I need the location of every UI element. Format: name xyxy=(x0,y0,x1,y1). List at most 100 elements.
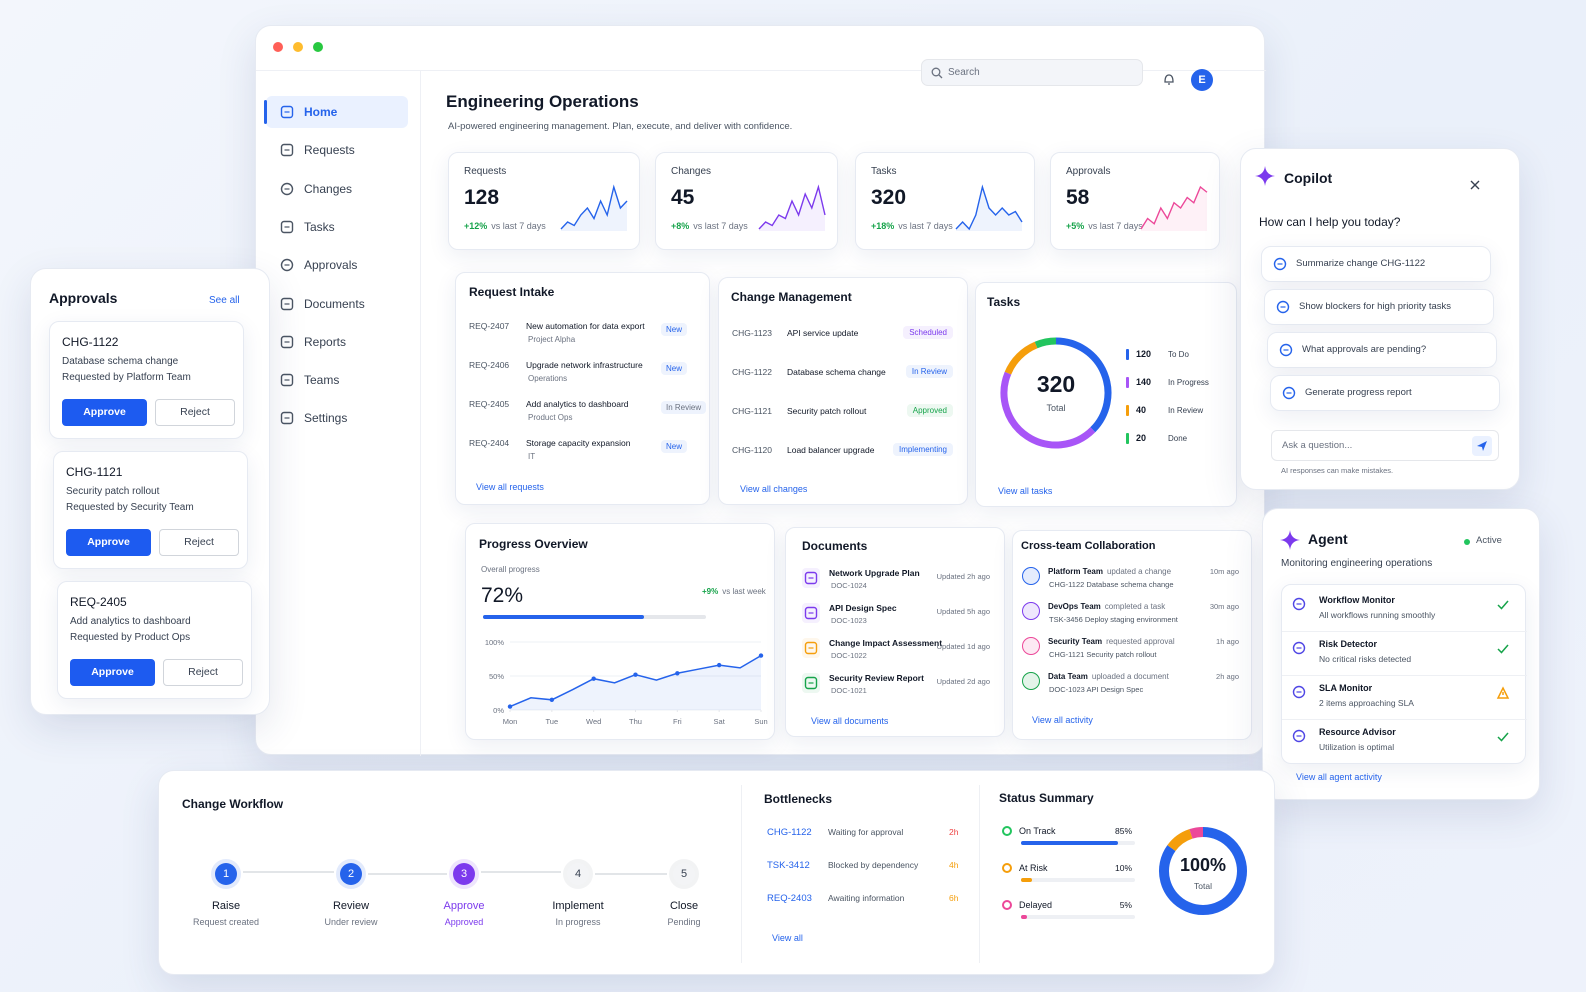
agent-item-icon-shape xyxy=(1292,685,1306,699)
line-area xyxy=(510,655,761,710)
line-point xyxy=(716,662,722,668)
agent-item-name: Resource Advisor xyxy=(1319,727,1396,737)
status-bar xyxy=(1021,841,1118,845)
status-total: 100% xyxy=(1179,855,1227,875)
bottleneck-id[interactable]: REQ-2403 xyxy=(767,893,812,904)
agent-list: Workflow Monitor All workflows running sm… xyxy=(1281,584,1527,764)
activity-detail: CHG-1121 Security patch rollout xyxy=(1049,650,1157,659)
donut-segment xyxy=(1034,337,1057,349)
approve-button[interactable]: Approve xyxy=(66,529,151,556)
activity-detail: DOC-1023 API Design Spec xyxy=(1049,685,1144,694)
step-name: Review xyxy=(332,900,370,912)
reject-button[interactable]: Reject xyxy=(155,399,235,426)
sidebar-item[interactable]: Settings xyxy=(266,402,408,434)
sidebar-item[interactable]: Tasks xyxy=(266,211,408,243)
sparkline-area xyxy=(759,187,825,231)
sidebar-icon xyxy=(280,335,294,348)
change-management-card: Change Management CHG-1123 API service upd… xyxy=(718,277,968,505)
agent-item-name: Workflow Monitor xyxy=(1319,595,1395,605)
page-subtitle: AI-powered engineering management. Plan,… xyxy=(448,121,793,132)
status-icon xyxy=(1002,826,1012,836)
view-all-link[interactable]: View all xyxy=(772,933,803,943)
doc-icon-shape xyxy=(804,606,818,620)
sparkline xyxy=(955,184,1023,231)
status-track xyxy=(1021,915,1135,919)
reject-button[interactable]: Reject xyxy=(163,659,243,686)
kpi-card: Tasks 320 +18% vs last 7 days xyxy=(855,152,1035,250)
view-all-link[interactable]: View all documents xyxy=(811,716,889,726)
agent-item-icon xyxy=(1292,641,1306,655)
sparkline-area xyxy=(561,187,627,231)
kpi-value: 58 xyxy=(1066,186,1090,209)
minimize-dot[interactable] xyxy=(293,42,303,52)
view-all-link[interactable]: View all agent activity xyxy=(1296,772,1382,782)
reject-button[interactable]: Reject xyxy=(159,529,239,556)
collaboration-card: Cross-team Collaboration Platform Team upd… xyxy=(1012,530,1252,740)
card-title: Copilot xyxy=(1284,170,1333,186)
activity-time: 30m ago xyxy=(1209,602,1239,611)
doc-id: DOC-1024 xyxy=(831,581,867,590)
maximize-dot[interactable] xyxy=(313,42,323,52)
sidebar-icon xyxy=(280,144,294,157)
view-all-link[interactable]: View all requests xyxy=(476,482,544,492)
page-title: Engineering Operations xyxy=(446,92,639,111)
suggestion-button[interactable]: What approvals are pending? xyxy=(1267,332,1497,368)
approval-id: CHG-1121 xyxy=(66,465,123,479)
status-check xyxy=(1497,732,1509,742)
sidebar-icon xyxy=(280,412,294,425)
send-button[interactable] xyxy=(1472,436,1492,456)
avatar[interactable]: E xyxy=(1191,69,1213,91)
activity-row: Data Team uploaded a document xyxy=(1048,672,1169,681)
card-title: Approvals xyxy=(49,290,118,306)
doc-updated: Updated 2d ago xyxy=(936,677,990,686)
view-all-link[interactable]: View all tasks xyxy=(998,486,1053,496)
search-placeholder: Search xyxy=(948,67,980,78)
kpi-change: +8% xyxy=(671,221,690,231)
view-all-link[interactable]: View all activity xyxy=(1032,715,1093,725)
approve-button[interactable]: Approve xyxy=(62,399,147,426)
sidebar-icon-shape xyxy=(280,335,294,348)
bottleneck-id[interactable]: CHG-1122 xyxy=(767,827,812,838)
change-id: CHG-1122 xyxy=(732,367,772,377)
sidebar-item[interactable]: Requests xyxy=(266,134,408,166)
sidebar-item[interactable]: Reports xyxy=(266,326,408,358)
close-dot[interactable] xyxy=(273,42,283,52)
x-tick-label: Sat xyxy=(714,717,726,726)
bottleneck-id[interactable]: TSK-3412 xyxy=(767,860,810,871)
change-title: Security patch rollout xyxy=(787,406,867,416)
suggestion-button[interactable]: Summarize change CHG-1122 xyxy=(1261,246,1491,282)
x-tick-label: Thu xyxy=(629,717,642,726)
card-title: Change Workflow xyxy=(182,797,284,811)
see-all-link[interactable]: See all xyxy=(209,295,240,306)
sidebar-label: Teams xyxy=(304,373,340,388)
sidebar-item[interactable]: Approvals xyxy=(266,249,408,281)
view-all-link[interactable]: View all changes xyxy=(740,484,808,494)
sidebar-item[interactable]: Home xyxy=(264,96,408,128)
suggestion-button[interactable]: Generate progress report xyxy=(1270,375,1500,411)
search-box[interactable]: Search xyxy=(921,59,1143,86)
kpi-change-row: +12% vs last 7 days xyxy=(464,221,546,231)
sidebar-label: Reports xyxy=(304,334,347,349)
suggestion-button[interactable]: Show blockers for high priority tasks xyxy=(1264,289,1494,325)
approve-button[interactable]: Approve xyxy=(70,659,155,686)
status-total-sub: Total xyxy=(1194,881,1212,891)
kpi-card: Changes 45 +8% vs last 7 days xyxy=(655,152,838,250)
card-title: Change Management xyxy=(731,290,852,304)
card-title: Request Intake xyxy=(469,285,555,299)
agent-item-icon xyxy=(1292,729,1306,743)
sidebar-item[interactable]: Changes xyxy=(266,173,408,205)
request-sub: Project Alpha xyxy=(528,335,576,344)
question-input[interactable]: Ask a question... xyxy=(1271,430,1499,461)
sidebar-icon-shape xyxy=(280,182,294,195)
approval-item: CHG-1122 Database schema change Requested … xyxy=(49,321,244,439)
suggestion-icon-shape xyxy=(1279,343,1293,357)
suggestion-text: What approvals are pending? xyxy=(1302,344,1427,355)
request-title: Upgrade network infrastructure xyxy=(526,360,643,370)
sidebar-item[interactable]: Documents xyxy=(266,288,408,320)
bottom-panel: Change Workflow 1 Raise Request created 2 Rev… xyxy=(158,770,1275,975)
sidebar-item[interactable]: Teams xyxy=(266,364,408,396)
sidebar-icon-shape xyxy=(280,297,294,310)
documents-card: Documents Network Upgrade Plan DOC-1024 Upd… xyxy=(785,527,1005,737)
suggestion-icon xyxy=(1276,300,1290,314)
tasks-card: Tasks 320 Total 120 To Do 140 In Progress 40 In … xyxy=(975,282,1237,507)
